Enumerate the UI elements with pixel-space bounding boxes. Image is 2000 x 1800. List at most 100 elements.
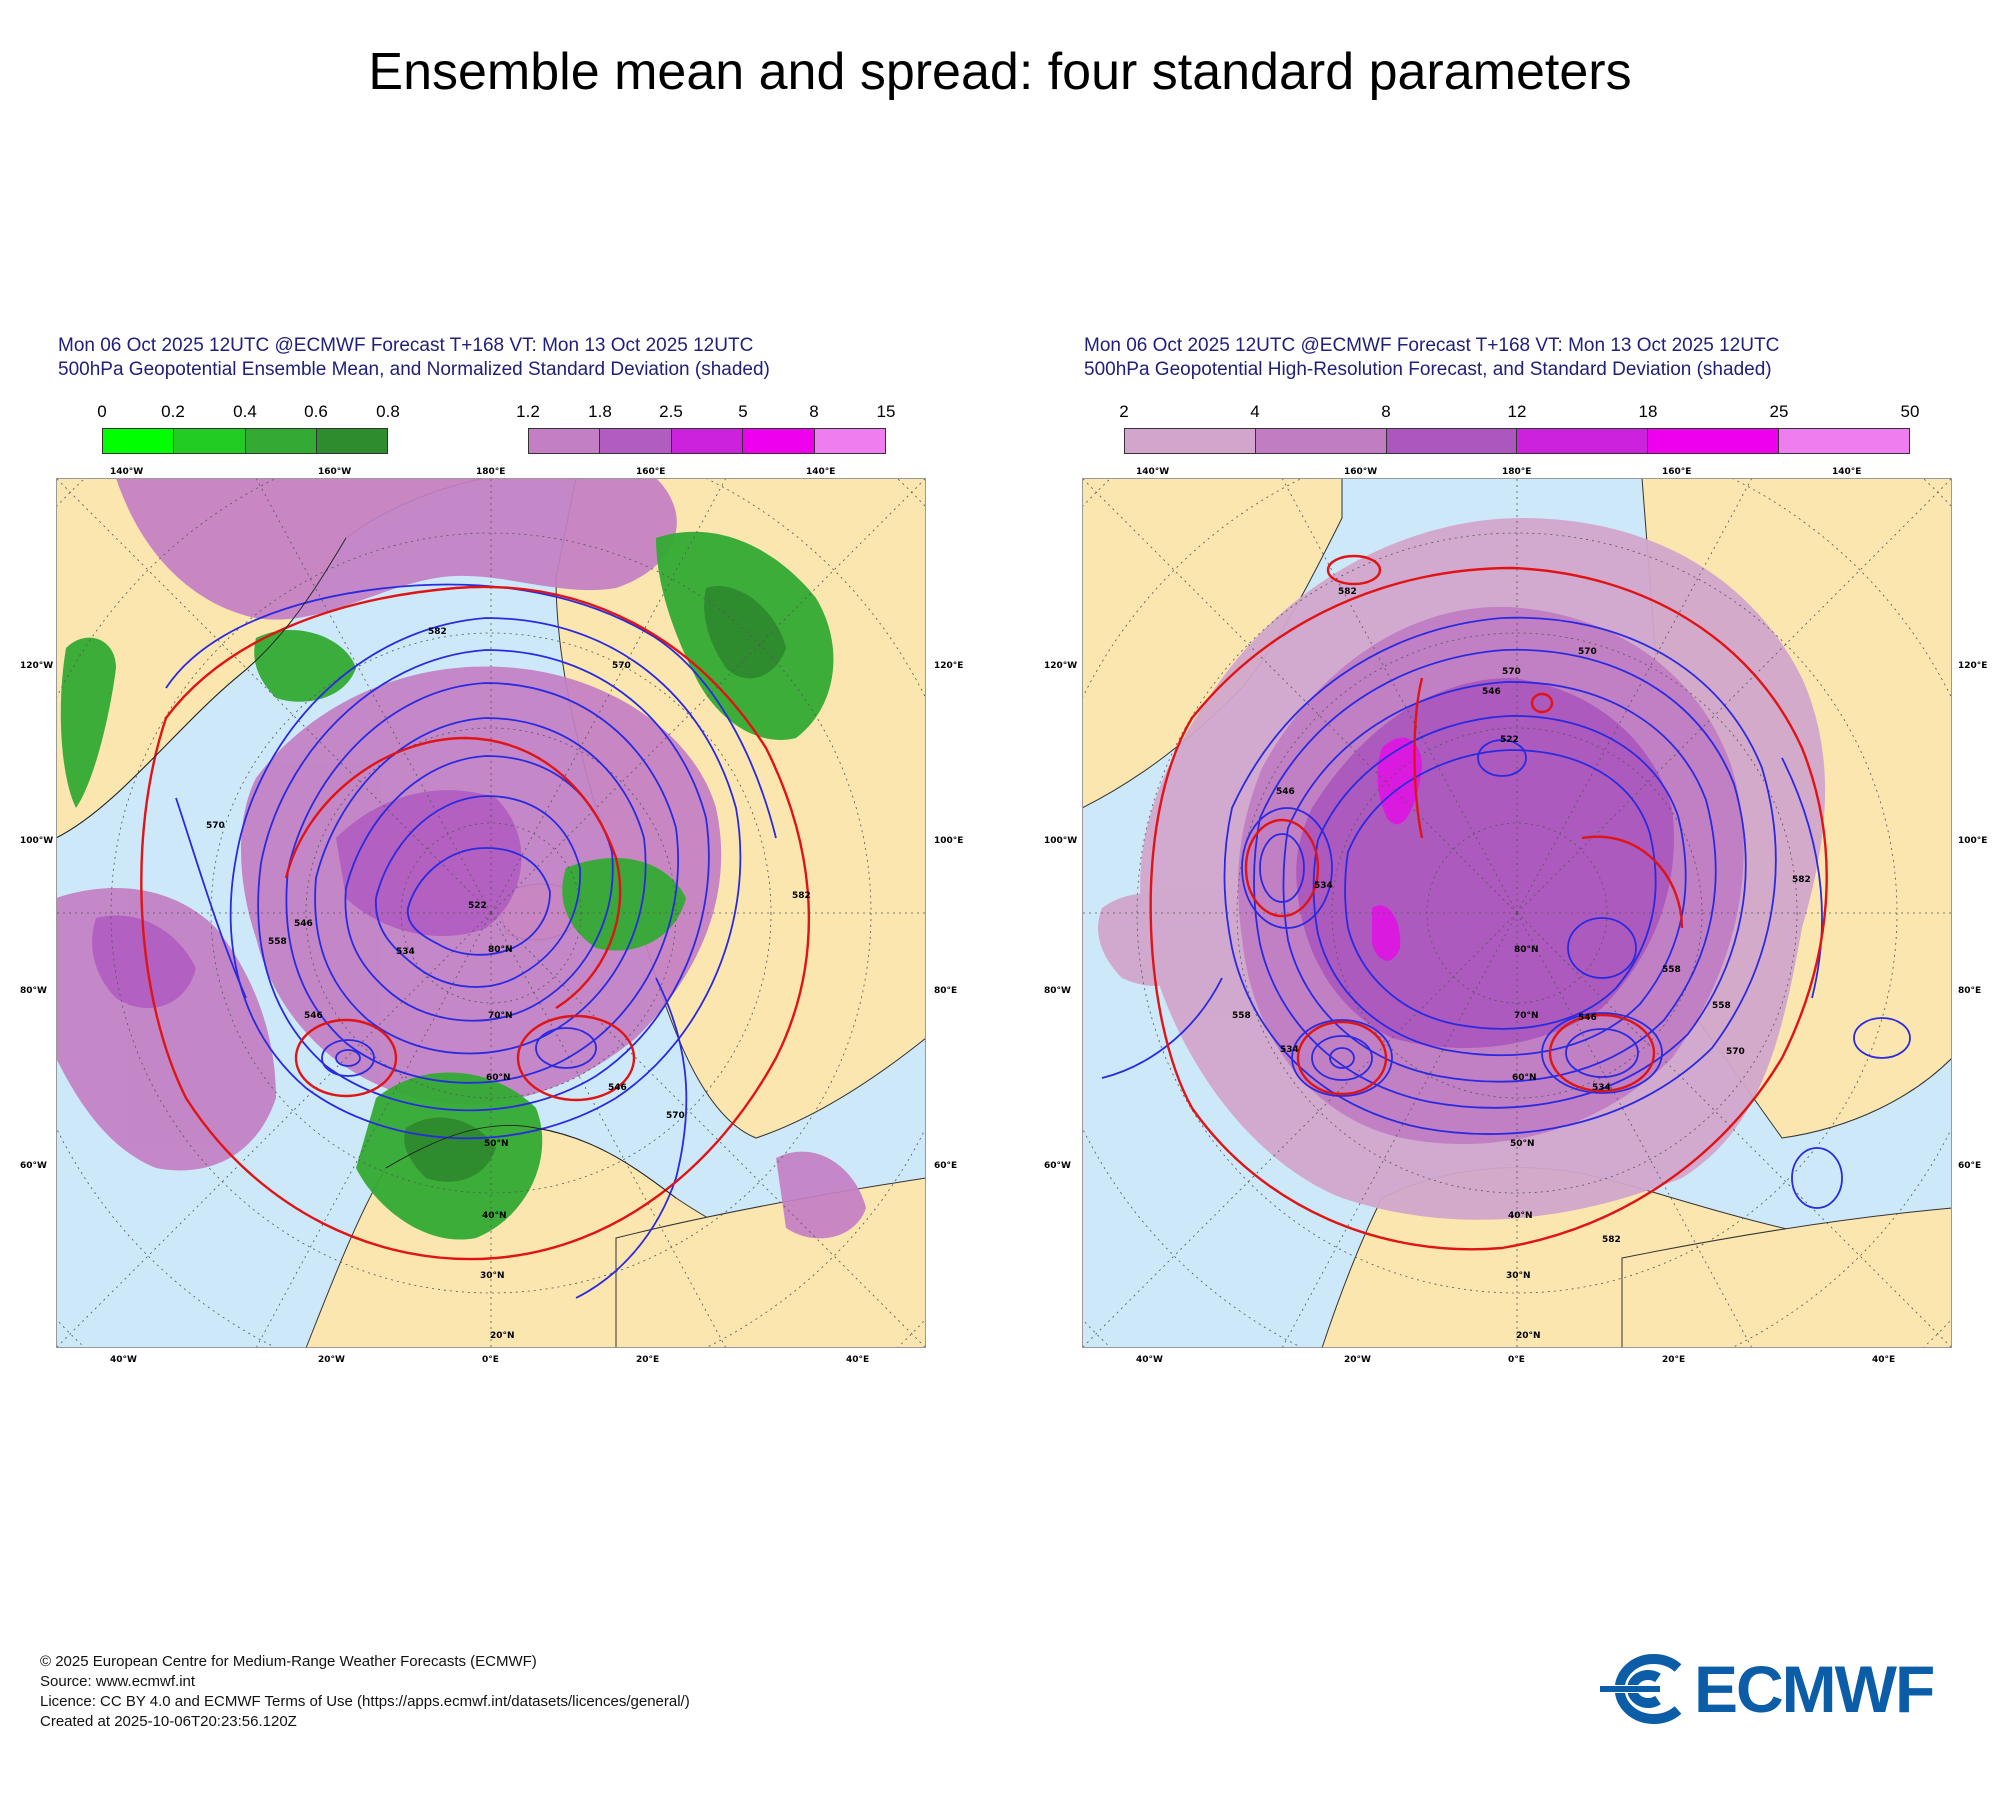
page-title: Ensemble mean and spread: four standard … bbox=[368, 43, 1632, 101]
map-frame bbox=[1082, 478, 1952, 1348]
meridian bbox=[490, 912, 926, 1348]
longitude-label-right: 80°E bbox=[934, 986, 957, 996]
contour-low-red bbox=[1530, 692, 1554, 714]
latitude-label: 60°N bbox=[1512, 1073, 1537, 1083]
spread-shading-strong bbox=[92, 790, 522, 1008]
meridian bbox=[490, 478, 926, 914]
coastlines bbox=[56, 537, 677, 1199]
contour-labels: 582 570 570 582 546 558 534 522 546 546 … bbox=[206, 627, 811, 1121]
latitude-label: 70°N bbox=[488, 1011, 513, 1021]
latitude-label: 50°N bbox=[1510, 1139, 1535, 1149]
meridian bbox=[1516, 478, 1952, 914]
colorbar-swatch bbox=[671, 429, 744, 453]
parameter-description-line: 500hPa Geopotential High-Resolution Fore… bbox=[1084, 359, 1772, 380]
colorbar-spread-swatches bbox=[1124, 428, 1910, 454]
longitude-label-bottom: 0°E bbox=[482, 1355, 499, 1365]
contour-label: 582 bbox=[1602, 1235, 1621, 1245]
longitude-label-bottom: 20°W bbox=[318, 1355, 345, 1365]
logo-bar-accent bbox=[1600, 1686, 1660, 1692]
map-frame bbox=[56, 478, 926, 1348]
meridian bbox=[1082, 912, 1518, 1348]
geopotential-contours-red bbox=[1149, 554, 1828, 1251]
spread-hotspot bbox=[1372, 905, 1401, 961]
longitude-label-top: 160°E bbox=[636, 467, 665, 477]
colorbar-tick: 50 bbox=[1900, 402, 1920, 421]
contour-label: 570 bbox=[612, 661, 631, 671]
longitude-label-bottom: 40°W bbox=[110, 1355, 137, 1365]
colorbar-swatch bbox=[316, 429, 387, 453]
created-at-line: Created at 2025-10-06T20:23:56.120Z bbox=[40, 1713, 297, 1730]
contour-low-546 bbox=[1548, 1013, 1656, 1093]
longitude-label-left: 60°W bbox=[20, 1161, 47, 1171]
colorbar-purple: 1.2 1.8 2.5 5 8 15 bbox=[516, 402, 895, 462]
contour-line bbox=[1282, 681, 1717, 1083]
contour-label: 534 bbox=[1280, 1045, 1299, 1055]
map-svg: 582 570 570 582 546 558 534 522 546 546 … bbox=[56, 478, 926, 1348]
contour-line bbox=[1344, 749, 1657, 1030]
colorbar-green-ticks: 0 0.2 0.4 0.6 0.8 bbox=[97, 402, 400, 424]
green-core-europe bbox=[404, 1117, 496, 1182]
longitude-label-top: 180°E bbox=[1502, 467, 1531, 477]
meridian bbox=[255, 478, 492, 914]
contour-ring bbox=[1791, 1147, 1843, 1209]
contour-line bbox=[175, 797, 247, 999]
forecast-info-line: Mon 06 Oct 2025 12UTC @ECMWF Forecast T+… bbox=[1084, 335, 1780, 356]
colorbar-tick: 2 bbox=[1119, 402, 1129, 421]
contour-label: 558 bbox=[1662, 965, 1681, 975]
contour-line-582 bbox=[140, 585, 810, 1261]
contour-ring bbox=[1853, 1017, 1911, 1059]
colorbar-swatch bbox=[529, 429, 601, 453]
colorbar-tick: 0 bbox=[97, 402, 107, 421]
contour-line bbox=[575, 977, 688, 1299]
colorbar-swatch bbox=[600, 429, 672, 453]
longitude-label-top: 160°E bbox=[1662, 467, 1691, 477]
latitude-label: 80°N bbox=[1514, 945, 1539, 955]
spread-shading-max bbox=[1372, 737, 1422, 961]
contour-line bbox=[1781, 757, 1823, 999]
ecmwf-logo: ECMWF bbox=[1590, 1654, 1970, 1724]
colorbar-spread-ticks: 2 4 8 12 18 25 50 bbox=[1119, 402, 1919, 424]
contour-label: 558 bbox=[268, 937, 287, 947]
geopotential-contours-blue bbox=[1101, 616, 1911, 1209]
longitude-label-left: 80°W bbox=[1044, 986, 1071, 996]
contour-label: 582 bbox=[428, 627, 447, 637]
contour-low bbox=[1541, 1012, 1663, 1094]
source-line: Source: www.ecmwf.int bbox=[40, 1673, 196, 1690]
contour-labels: 582 582 570 570 534 546 546 522 534 558 … bbox=[1232, 587, 1811, 1245]
colorbar-tick: 18 bbox=[1638, 402, 1658, 421]
colorbar-tick: 2.5 bbox=[659, 402, 683, 421]
green-region-arctic bbox=[562, 858, 686, 951]
parameter-description-line: 500hPa Geopotential Ensemble Mean, and N… bbox=[58, 359, 770, 380]
contour-line bbox=[1253, 648, 1747, 1109]
contour-label: 570 bbox=[1502, 667, 1521, 677]
geopotential-contours-red bbox=[140, 585, 810, 1261]
longitude-label-bottom: 40°E bbox=[846, 1355, 869, 1365]
contour-line bbox=[314, 717, 647, 1055]
longitude-label-right: 100°E bbox=[934, 836, 963, 846]
contour-label: 582 bbox=[792, 891, 811, 901]
longitude-label-bottom: 20°E bbox=[636, 1355, 659, 1365]
contour-label: 558 bbox=[1712, 1001, 1731, 1011]
colorbar-swatch bbox=[245, 429, 317, 453]
contour-low bbox=[1291, 1019, 1393, 1097]
longitude-label-bottom: 20°E bbox=[1662, 1355, 1685, 1365]
graticule bbox=[56, 478, 926, 1348]
contour-label: 534 bbox=[1592, 1083, 1611, 1093]
contour-label: 582 bbox=[1338, 587, 1357, 597]
panel-header: Mon 06 Oct 2025 12UTC @ECMWF Forecast T+… bbox=[58, 334, 938, 382]
spread-core-pole bbox=[336, 790, 522, 937]
longitude-label-top: 180°E bbox=[476, 467, 505, 477]
contour-line bbox=[1223, 616, 1777, 1135]
longitude-label-right: 100°E bbox=[1958, 836, 1987, 846]
contour-low bbox=[1329, 1047, 1355, 1069]
colorbar-tick: 0.6 bbox=[304, 402, 328, 421]
contour-label: 570 bbox=[206, 821, 225, 831]
contour-line bbox=[1101, 977, 1223, 1079]
colorbar-green: 0 0.2 0.4 0.6 0.8 bbox=[97, 402, 400, 462]
high-resolution-panel: Mon 06 Oct 2025 12UTC @ECMWF Forecast T+… bbox=[1082, 330, 1962, 1390]
contour-low bbox=[321, 1039, 375, 1077]
colorbar-tick: 4 bbox=[1250, 402, 1260, 421]
contour-label: 546 bbox=[1276, 787, 1295, 797]
longitude-label-left: 120°W bbox=[1044, 661, 1077, 671]
colorbar-swatch bbox=[1779, 429, 1909, 453]
